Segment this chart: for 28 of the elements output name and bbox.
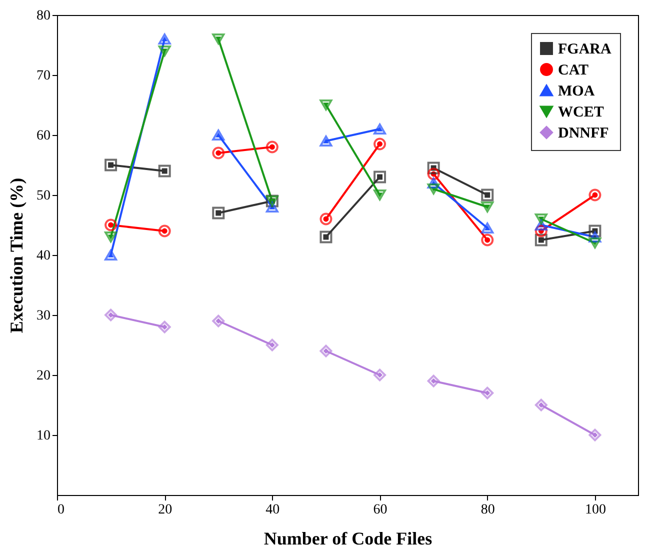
x-tick-label: 20 xyxy=(158,502,172,518)
x-tick-label: 60 xyxy=(373,502,388,518)
y-tick-label: 10 xyxy=(36,428,50,444)
y-axis-title: Execution Time (%) xyxy=(6,178,26,334)
legend-label: WCET xyxy=(558,104,604,120)
y-tick-label: 40 xyxy=(36,248,50,264)
x-axis-title: Number of Code Files xyxy=(264,528,432,548)
point xyxy=(534,398,548,412)
point xyxy=(534,234,548,246)
legend-label: FGARA xyxy=(558,42,612,58)
legend-label: MOA xyxy=(558,84,595,100)
legend-label: DNNFF xyxy=(558,126,609,142)
x-tick-label: 0 xyxy=(58,502,64,518)
point xyxy=(158,320,171,334)
point xyxy=(104,249,118,261)
legend-label: CAT xyxy=(558,62,589,78)
point xyxy=(158,33,171,45)
y-tick-label: 30 xyxy=(36,308,50,324)
x-tick-label: 40 xyxy=(266,502,280,518)
y-tick-label: 80 xyxy=(36,8,50,24)
y-tick-label: 70 xyxy=(36,68,50,84)
point xyxy=(588,428,602,442)
y-tick-label: 60 xyxy=(36,128,50,144)
x-tick-label: 80 xyxy=(480,502,495,518)
y-tick-label: 20 xyxy=(36,368,50,384)
x-tick-label: 100 xyxy=(584,502,606,518)
point xyxy=(104,308,118,322)
y-tick-label: 50 xyxy=(36,188,50,204)
